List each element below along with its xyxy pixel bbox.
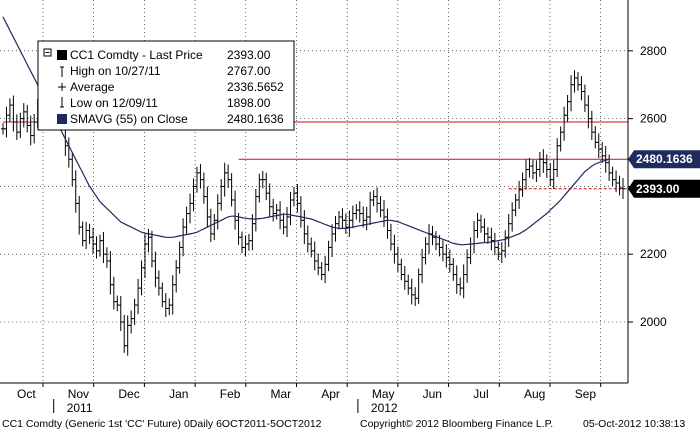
y-tick-label: 2800 [640, 44, 667, 58]
price-tag: 2393.00 [628, 179, 700, 198]
x-tick-label: Mar [271, 387, 292, 401]
legend-row: Low on 12/09/11 1898.00 [60, 96, 271, 110]
legend-value: 2767.00 [227, 64, 271, 78]
x-tick-label: May [372, 387, 395, 401]
price-chart: 20002200240026002800OctNovDecJanFebMarAp… [0, 0, 700, 417]
legend-label: SMAVG (55) on Close [70, 112, 188, 126]
chart-footer: CC1 Comdty (Generic 1st 'CC' Future) 0Da… [0, 417, 700, 433]
legend-row: Average 2336.5652 [58, 80, 284, 94]
y-tick-label: 2600 [640, 112, 667, 126]
footer-timestamp: 05-Oct-2012 10:38:13 [583, 418, 686, 430]
sma-series [2, 16, 610, 246]
legend-row: SMAVG (55) on Close 2480.1636 [57, 112, 284, 126]
legend-label: Low on 12/09/11 [70, 96, 158, 110]
x-tick-label: Feb [220, 387, 241, 401]
footer-description: CC1 Comdty (Generic 1st 'CC' Future) 0Da… [2, 418, 322, 430]
legend-label: Average [70, 80, 115, 94]
x-tick-label: Aug [524, 387, 545, 401]
sma-line [2, 16, 610, 246]
price-tag: 2480.1636 [628, 150, 700, 169]
legend-row: High on 10/27/11 2767.00 [60, 64, 271, 78]
legend-marker-square-icon [57, 114, 67, 124]
x-tick-label: Apr [321, 387, 340, 401]
x-tick-label: Nov [68, 387, 89, 401]
average-marker-icon [58, 83, 66, 91]
high-marker-icon [60, 66, 64, 77]
low-marker-icon [60, 97, 64, 108]
x-tick-label: Jan [169, 387, 188, 401]
collapse-icon[interactable] [43, 48, 52, 57]
x-tick-label: Oct [17, 387, 36, 401]
x-tick-label: Jun [423, 387, 442, 401]
legend-value: 2480.1636 [227, 112, 284, 126]
legend-value: 2336.5652 [227, 80, 284, 94]
legend-label: CC1 Comdty - Last Price [70, 48, 203, 62]
x-tick-label: Jul [473, 387, 488, 401]
y-tick-label: 2200 [640, 247, 667, 261]
price-tag-label: 2480.1636 [636, 152, 693, 166]
price-bar [621, 177, 625, 199]
legend-marker-square-icon [57, 50, 67, 60]
x-year-label: 2011 [67, 401, 93, 415]
price-tag-label: 2393.00 [636, 182, 680, 196]
price-tags: 2480.1636 2393.00 [628, 150, 700, 198]
legend-value: 1898.00 [227, 96, 271, 110]
x-year-label: 2012 [371, 401, 398, 415]
legend-box [37, 40, 295, 131]
footer-copyright: Copyright© 2012 Bloomberg Finance L.P. [360, 418, 554, 430]
x-tick-label: Dec [118, 387, 139, 401]
price-tag-bg [628, 179, 700, 198]
legend: CC1 Comdty - Last Price 2393.00 High on 10… [37, 40, 295, 131]
price-tag-bg [628, 150, 700, 169]
legend-value: 2393.00 [227, 48, 271, 62]
legend-row: CC1 Comdty - Last Price 2393.00 [57, 48, 271, 62]
x-tick-label: Sep [575, 387, 597, 401]
legend-label: High on 10/27/11 [70, 64, 161, 78]
y-tick-label: 2000 [640, 315, 667, 329]
ohlc-bars [1, 62, 625, 356]
